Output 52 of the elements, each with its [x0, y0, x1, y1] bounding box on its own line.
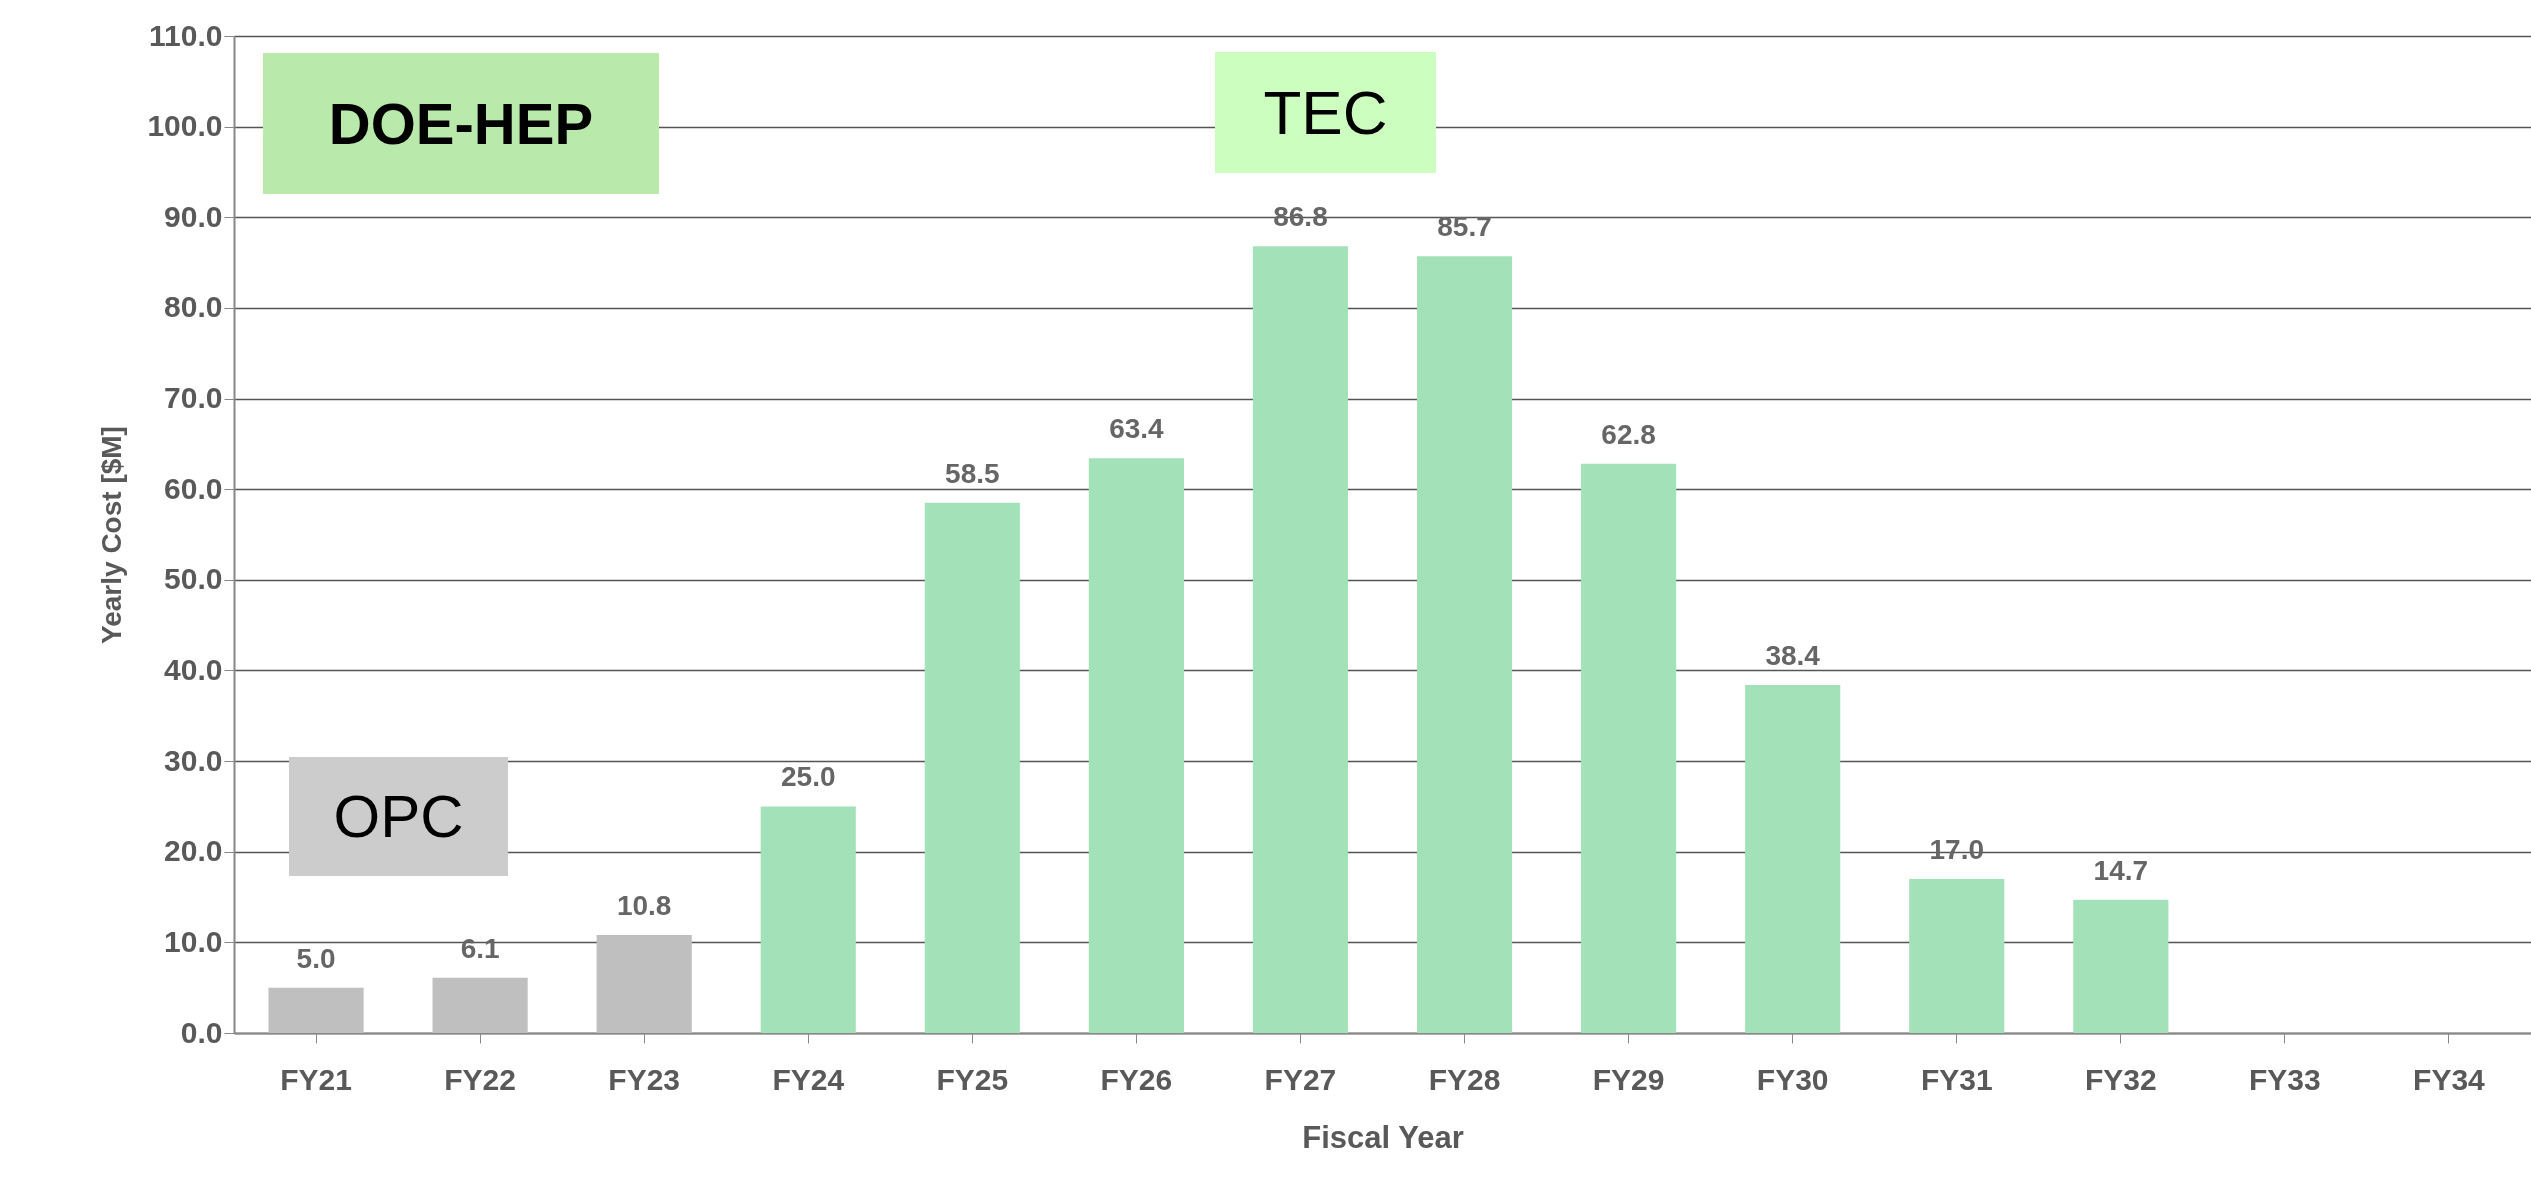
x-tick-label: FY22	[444, 1062, 516, 1096]
x-tick-label: FY25	[936, 1062, 1009, 1096]
annotation: OPC	[289, 757, 508, 876]
bar	[268, 987, 364, 1033]
data-label: 10.8	[616, 890, 672, 922]
y-tick-label: 100.0	[147, 109, 223, 143]
bar	[1416, 256, 1513, 1033]
x-tick-label: FY28	[1428, 1062, 1501, 1096]
y-tick-label: 110.0	[149, 18, 223, 52]
x-tick-label: FY21	[280, 1062, 352, 1096]
bar	[1252, 246, 1349, 1033]
data-label: 38.4	[1765, 639, 1821, 671]
x-tick-label: FY31	[1920, 1062, 1993, 1096]
annotation: TEC	[1215, 52, 1436, 173]
x-tick-label: FY24	[772, 1062, 845, 1096]
y-tick-label: 80.0	[164, 290, 223, 324]
data-label: 5.0	[296, 942, 336, 974]
data-label: 25.0	[781, 761, 836, 793]
y-tick-label: 60.0	[164, 471, 223, 505]
x-tick-label: FY33	[2249, 1062, 2321, 1096]
bar	[1745, 684, 1841, 1033]
y-tick-label: 90.0	[164, 199, 223, 233]
x-tick-label: FY27	[1264, 1062, 1337, 1096]
y-tick-label: 70.0	[164, 381, 223, 415]
data-label: 62.8	[1601, 418, 1656, 450]
bar	[924, 502, 1020, 1033]
annotation: DOE-HEP	[263, 53, 659, 194]
bar	[2073, 899, 2169, 1033]
y-tick-label: 10.0	[164, 924, 223, 958]
x-tick-label: FY34	[2413, 1062, 2486, 1096]
y-tick-label: 30.0	[164, 743, 223, 777]
y-tick-label: 20.0	[164, 834, 223, 868]
y-tick-label: 40.0	[164, 652, 223, 686]
x-tick-label: FY26	[1100, 1062, 1173, 1096]
bar	[432, 977, 528, 1033]
bar	[1088, 458, 1184, 1033]
bar	[1581, 463, 1677, 1033]
bar	[760, 806, 856, 1033]
bar	[1909, 878, 2005, 1033]
x-tick-label: FY23	[608, 1062, 681, 1096]
data-label: 63.4	[1109, 413, 1165, 445]
x-tick-label: FY29	[1592, 1062, 1665, 1096]
data-label: 14.7	[2093, 854, 2149, 886]
bar	[596, 935, 692, 1033]
data-label: 58.5	[945, 457, 1000, 489]
y-tick-label: 50.0	[164, 562, 223, 596]
x-axis-title: Fiscal Year	[1302, 1119, 1464, 1155]
x-tick-label: FY32	[2084, 1062, 2157, 1096]
x-tick-label: FY30	[1756, 1062, 1829, 1096]
y-tick-label: 0.0	[180, 1015, 223, 1049]
data-label: 85.7	[1437, 211, 1492, 243]
y-axis-title: Yearly Cost [$M]	[96, 426, 128, 644]
